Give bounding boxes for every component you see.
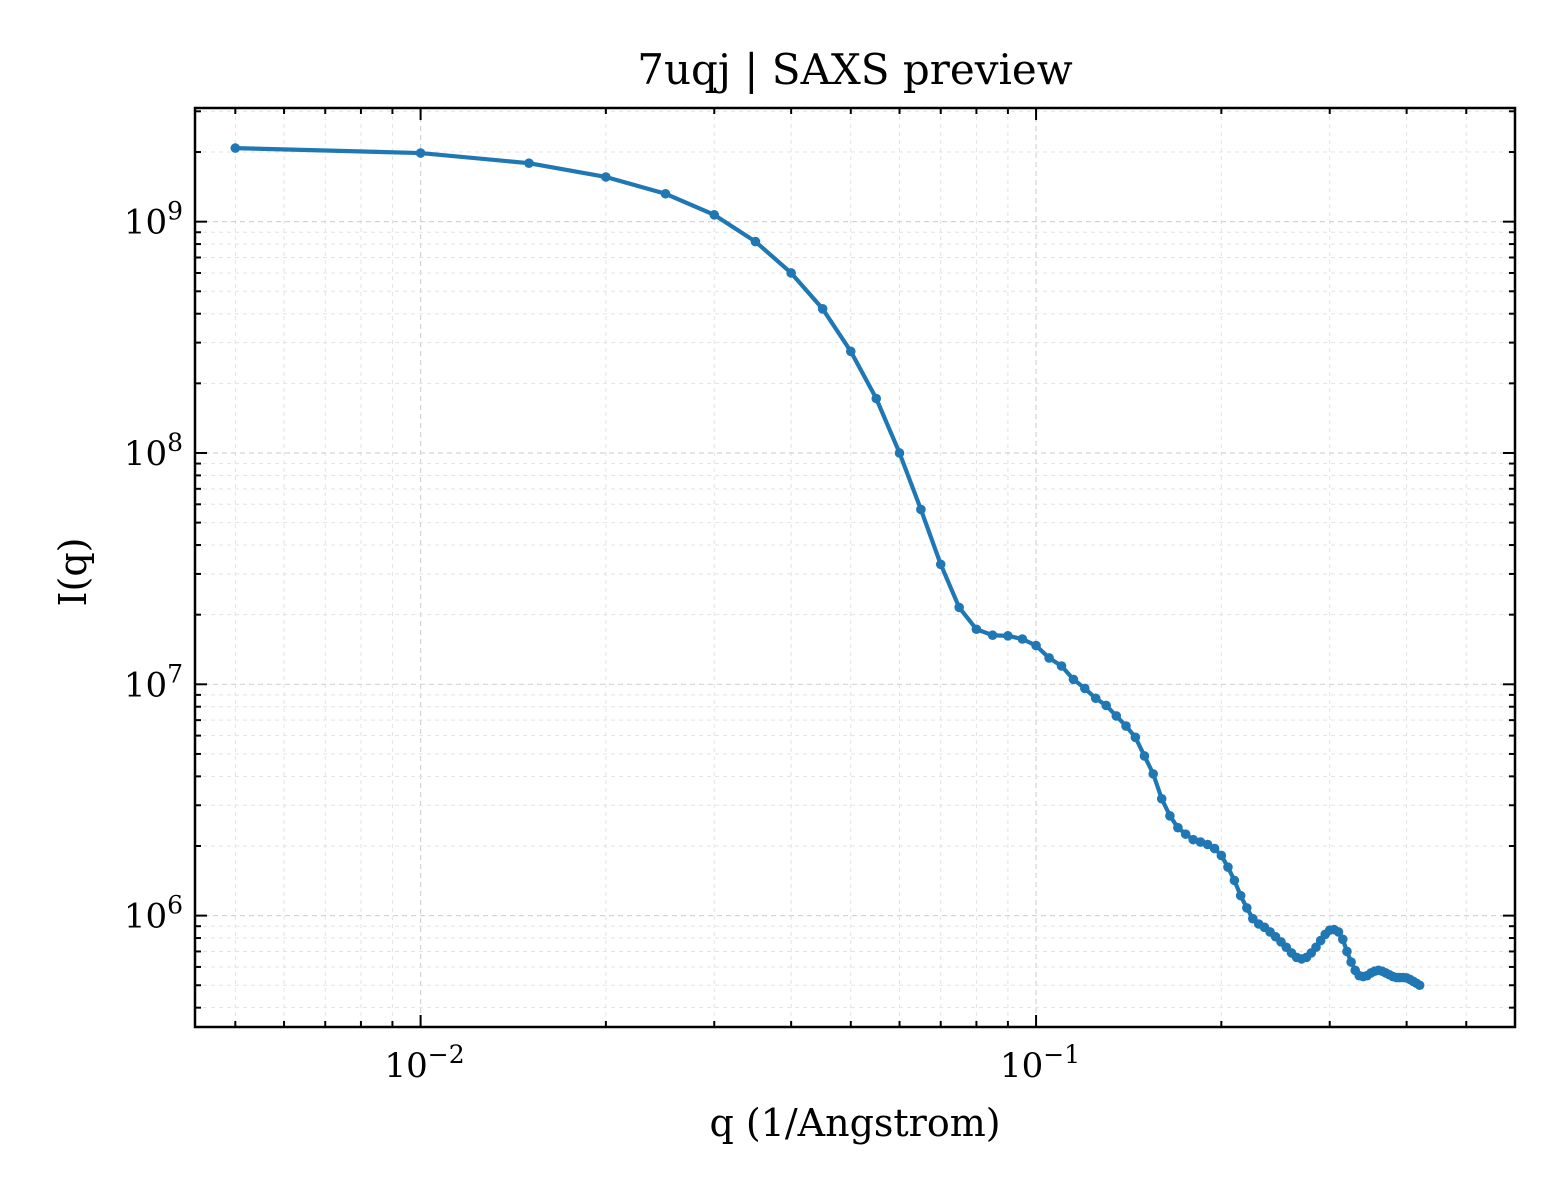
y-tick-label: 106 [124,891,183,937]
y-tick-label: 109 [124,197,183,243]
chart-title: 7uqj | SAXS preview [637,45,1072,94]
x-axis-label: q (1/Angstrom) [709,1101,1000,1145]
data-point [1056,661,1067,671]
data-point [1311,942,1321,953]
data-point [817,304,828,314]
data-point [1080,683,1090,694]
data-point [1414,980,1425,991]
data-point [1139,751,1150,761]
data-point [1101,700,1111,711]
grid-lines [195,108,1515,1027]
data-point [1044,653,1054,663]
data-point [1337,934,1348,945]
data-point [750,236,761,247]
x-tick-label: 10−1 [1000,1040,1080,1086]
data-point [709,210,720,220]
data-point [1121,721,1131,731]
data-point [954,602,964,613]
data-point [1209,843,1220,854]
data-point [1180,829,1191,839]
data-point [660,188,671,199]
data-point [935,559,946,570]
data-point [230,143,241,153]
data-point [1235,890,1246,901]
axis-ticks [195,108,1515,1027]
data-point [1017,634,1028,644]
data-point [1242,903,1252,913]
series-line [233,145,1422,988]
data-point [786,268,796,278]
data-series [230,143,1425,991]
data-point [1156,793,1167,804]
y-tick-labels: 106 107 108 109 [124,197,183,937]
data-point [871,393,882,404]
data-point [1031,640,1041,651]
data-point [524,158,534,168]
data-point [1202,839,1213,850]
data-point [1130,732,1141,743]
data-point [1216,850,1227,861]
data-point [845,346,856,357]
data-point [1173,822,1183,833]
data-point [415,148,426,158]
data-point [1342,946,1352,957]
data-point [1188,834,1198,845]
y-axis-label: I(q) [51,538,95,607]
data-point [1333,927,1344,937]
x-tick-label: 10−2 [385,1040,465,1086]
data-point [1003,631,1013,641]
data-point [1111,711,1122,721]
x-tick-labels: 10−2 10−1 [385,1040,1081,1086]
data-point [987,630,998,641]
plot-frame [193,106,1517,1029]
data-point [894,448,905,458]
data-point [601,172,611,182]
data-point [1346,957,1356,967]
data-point [1165,811,1175,821]
data-point [1090,693,1101,704]
data-point [916,504,926,515]
data-point [1229,875,1240,886]
y-tick-label: 108 [124,428,183,474]
data-point [1223,862,1233,872]
data-point [1068,674,1079,685]
y-tick-label: 107 [124,659,183,705]
data-point [971,624,982,635]
data-point [1148,769,1159,779]
